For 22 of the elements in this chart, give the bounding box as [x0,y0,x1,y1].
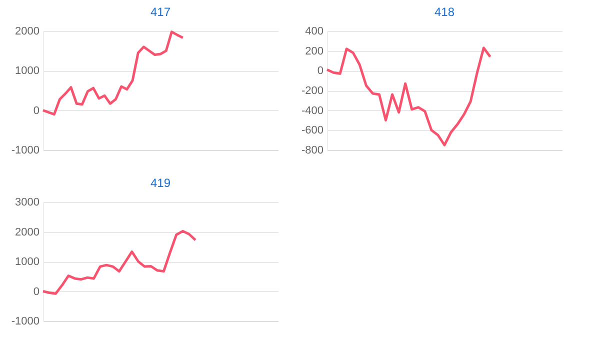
y-tick-label: -600 [301,124,324,137]
y-tick-label: 2000 [15,226,40,238]
y-tick-label: 1000 [15,256,40,268]
y-tick-label: 3000 [15,196,40,208]
y-tick-label: -800 [301,144,324,156]
chart-title: 417 [150,5,171,19]
chart-title: 419 [150,176,171,190]
y-tick-label: -200 [301,85,324,97]
chart-title: 418 [434,5,455,19]
y-tick-label: -1000 [11,316,40,328]
y-tick-label: -1000 [11,144,40,156]
y-tick-label: 0 [33,286,40,298]
line-series [42,30,184,116]
y-tick-label: 0 [33,104,40,117]
y-tick-label: 2000 [15,26,40,38]
y-tick-label: 200 [305,45,324,58]
line-series [42,230,197,295]
y-tick-label: 1000 [15,65,40,78]
y-tick-label: -400 [301,104,324,117]
y-tick-label: 400 [305,26,324,38]
y-tick-label: 0 [317,65,324,78]
line-series [326,46,492,146]
